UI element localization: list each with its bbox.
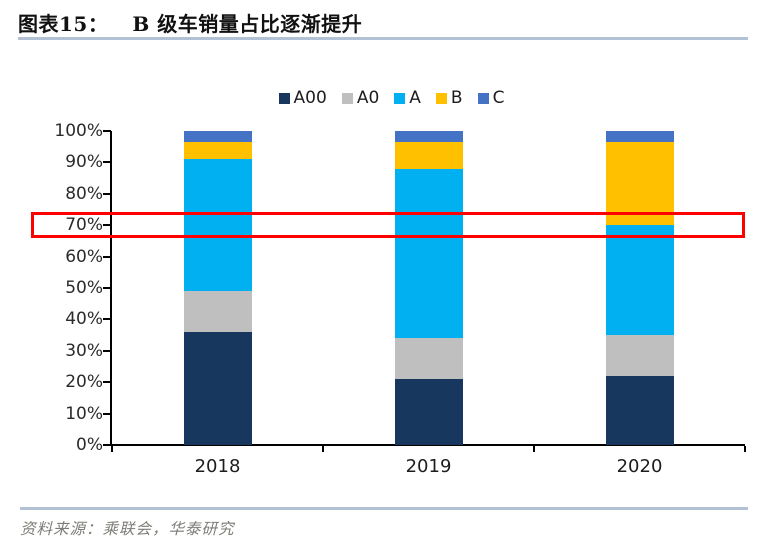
y-axis-tick [103,318,111,321]
bar-segment-A00-2019 [394,379,463,445]
source-note: 资料来源：乘联会，华泰研究 [20,520,235,538]
y-axis-tick-label: 70% [65,215,103,236]
title-divider-line [18,37,748,40]
y-axis-tick [103,192,111,195]
y-axis-tick [103,412,111,415]
y-axis-tick [103,349,111,352]
chart-legend: A00 A0 A B C [0,88,783,108]
bar-segment-C-2018 [183,131,252,142]
x-axis-line [104,444,745,446]
x-axis-tick [111,446,113,452]
bar-segment-B-2018 [183,141,252,160]
y-axis-line [110,131,112,445]
legend-item-B: B [435,88,463,108]
x-axis-category-label: 2019 [405,456,452,477]
y-axis-tick-label: 50% [65,278,103,298]
legend-swatch-icon [477,92,489,104]
bar-segment-A0-2019 [394,338,463,380]
y-axis-tick-label: 90% [65,152,103,173]
legend-label: A [409,88,421,108]
bar-segment-A-2020 [605,225,674,336]
x-axis-category-label: 2018 [194,456,241,477]
bar-segment-C-2019 [394,131,463,142]
legend-item-A00: A00 [278,88,327,108]
legend-label: C [492,88,505,108]
bar-segment-C-2020 [605,131,674,142]
x-axis-tick [744,446,746,452]
legend-item-A: A [394,88,421,108]
figure-header: 图表15： B 级车销量占比逐渐提升 [18,8,362,37]
footer-divider-line [20,507,748,510]
y-axis-tick-label: 0% [76,435,103,455]
y-axis-tick [103,161,111,164]
bar-segment-A0-2020 [605,335,674,376]
legend-item-C: C [477,88,505,108]
legend-item-A0: A0 [341,88,380,108]
highlight-rectangle-70pct [31,212,745,238]
legend-label: B [450,88,463,108]
y-axis-tick [103,224,111,227]
x-axis-tick [322,446,324,452]
legend-swatch-icon [341,92,353,104]
y-axis-tick-label: 100% [54,121,103,141]
legend-label: A00 [293,88,327,108]
y-axis-tick-label: 40% [65,309,103,330]
bar-segment-B-2020 [605,141,674,226]
figure-number-label: 图表15： [18,12,109,36]
x-axis-category-label: 2020 [616,456,663,477]
bar-segment-A-2018 [183,159,252,292]
y-axis-tick-label: 10% [65,403,103,424]
y-axis-tick-label: 30% [65,340,103,361]
bar-segment-A00-2018 [183,331,252,445]
y-axis-tick [103,381,111,384]
bar-segment-A0-2018 [183,291,252,332]
y-axis-tick [103,130,111,132]
legend-swatch-icon [394,92,406,104]
x-axis-tick [533,446,535,452]
y-axis-tick-label: 60% [65,246,103,267]
bar-segment-A00-2020 [605,375,674,445]
y-axis-tick-label: 80% [65,183,103,204]
bar-segment-A-2019 [394,168,463,339]
legend-swatch-icon [435,92,447,104]
y-axis-tick [103,444,111,446]
y-axis-tick [103,255,111,258]
y-axis-tick [103,287,111,289]
figure-title: B 级车销量占比逐渐提升 [132,12,363,36]
bar-segment-B-2019 [394,141,463,169]
legend-label: A0 [356,88,380,108]
y-axis-tick-label: 20% [65,372,103,393]
legend-swatch-icon [278,92,290,104]
